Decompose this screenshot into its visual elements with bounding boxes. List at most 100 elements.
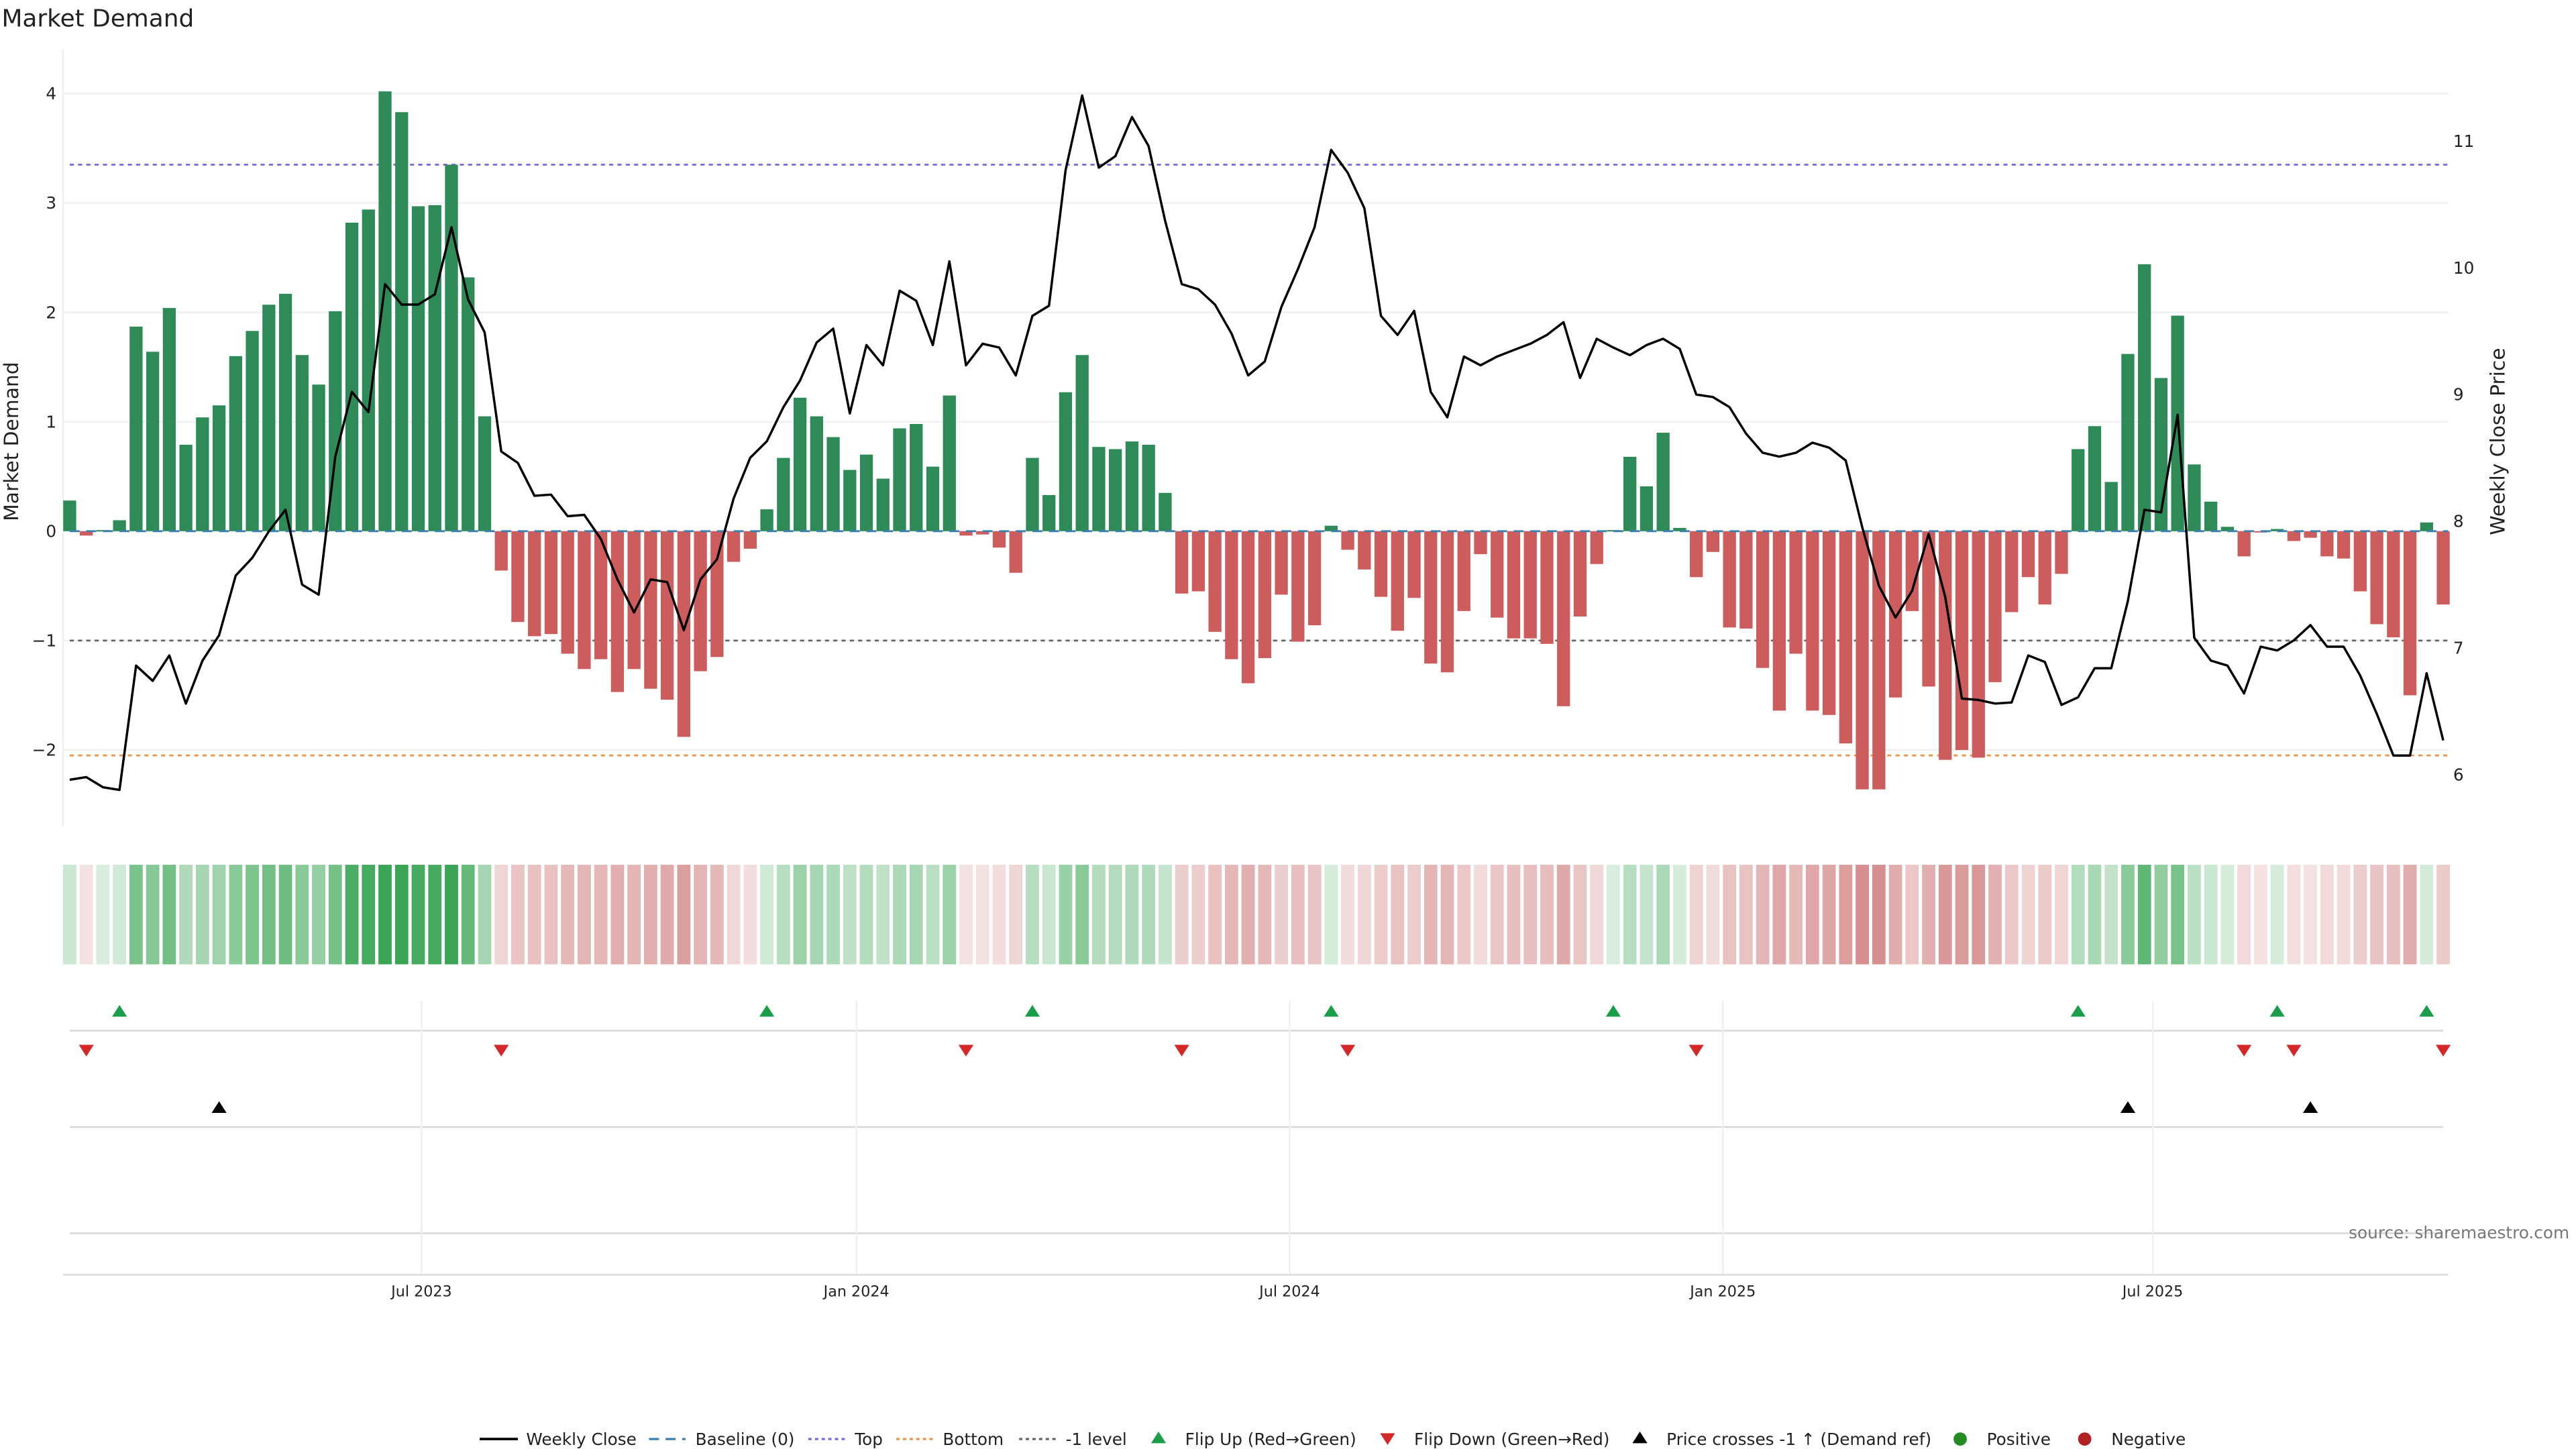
y-axis-label: Market Demand <box>0 362 23 521</box>
heat-cell <box>246 865 259 965</box>
demand-bar <box>1690 531 1703 578</box>
x-axis-ticks: Jul 2023 Jan 2024 Jul 2024 Jan 2025 Jul 2025 <box>390 1283 2183 1300</box>
demand-bar <box>1291 531 1305 642</box>
demand-bar <box>2353 531 2367 592</box>
heat-cell <box>2220 865 2235 965</box>
demand-bar <box>494 531 508 571</box>
demand-bar <box>1607 530 1620 532</box>
demand-bar <box>660 531 674 700</box>
heat-cell <box>1125 865 1139 965</box>
demand-bar <box>2104 482 2118 531</box>
demand-bar <box>1307 531 1322 626</box>
demand-bar <box>1009 531 1022 573</box>
y2-tick-label: 11 <box>2453 131 2474 151</box>
demand-bar <box>129 326 143 531</box>
weekly-close-line <box>69 94 2445 792</box>
heat-cell <box>2237 865 2251 965</box>
heat-cell <box>63 865 76 965</box>
demand-bar <box>1772 531 1786 711</box>
demand-bar <box>2220 527 2235 531</box>
demand-bar <box>859 454 873 531</box>
demand-bar <box>1407 531 1421 598</box>
heat-cell <box>2370 865 2383 965</box>
legend-label: Flip Up (Red→Green) <box>1185 1430 1356 1449</box>
y-axis-ticks: −2 −1 0 1 2 3 4 <box>32 84 56 760</box>
demand-bar <box>162 308 176 531</box>
demand-bar <box>312 384 325 531</box>
heat-cell <box>1523 865 1538 965</box>
heat-cell <box>1374 865 1388 965</box>
demand-bar <box>1922 531 1935 687</box>
demand-bar <box>246 331 259 531</box>
heat-cell <box>727 865 741 965</box>
heat-cell <box>926 865 940 965</box>
legend-label: Weekly Close <box>526 1430 637 1449</box>
demand-bar <box>63 500 76 531</box>
legend-label: Flip Down (Green→Red) <box>1414 1430 1609 1449</box>
demand-bar <box>1939 531 1952 760</box>
heat-cell <box>113 865 127 965</box>
demand-bar <box>1358 531 1371 570</box>
demand-bar <box>1440 531 1454 673</box>
heat-cell <box>909 865 923 965</box>
heat-cell <box>544 865 558 965</box>
heat-cell <box>2436 865 2450 965</box>
heat-cell <box>1673 865 1686 965</box>
heat-cell <box>79 865 93 965</box>
heat-cell <box>2320 865 2334 965</box>
heat-cell <box>1723 865 1737 965</box>
heat-cell <box>1324 865 1338 965</box>
demand-bar <box>1573 531 1587 617</box>
demand-bar <box>727 531 741 562</box>
heat-cell <box>1805 865 1819 965</box>
heat-cell <box>1573 865 1587 965</box>
demand-bar <box>777 458 790 531</box>
heat-cell <box>1391 865 1405 965</box>
demand-bar <box>80 531 93 536</box>
demand-bar <box>1125 441 1139 531</box>
demand-bar <box>1191 531 1205 592</box>
demand-bar <box>1806 531 1819 711</box>
heat-cell <box>1307 865 1322 965</box>
heat-cell <box>1059 865 1073 965</box>
demand-bar <box>1955 531 1969 751</box>
demand-bar <box>2072 449 2085 531</box>
demand-bar <box>345 222 359 531</box>
demand-bar <box>959 531 973 536</box>
demand-bar <box>1706 531 1720 552</box>
heat-cell <box>776 865 790 965</box>
heat-cell <box>1175 865 1189 965</box>
x-tick-label: Jan 2024 <box>822 1283 890 1300</box>
heat-cell <box>627 865 641 965</box>
heat-cell <box>1789 865 1803 965</box>
flip-down-marker <box>1340 1044 1356 1057</box>
heat-cell <box>594 865 608 965</box>
legend-swatch-triangle-up <box>1150 1432 1167 1444</box>
demand-bar <box>295 355 309 531</box>
demand-bar <box>1391 531 1404 631</box>
demand-bar <box>760 509 773 531</box>
demand-bar <box>1109 449 1122 531</box>
demand-bar <box>2088 426 2102 531</box>
y2-tick-label: 9 <box>2453 385 2464 405</box>
demand-bar <box>1822 531 1836 715</box>
heat-cell <box>527 865 541 965</box>
heat-cell <box>1258 865 1272 965</box>
heat-cell <box>1275 865 1288 965</box>
heat-cell <box>362 865 376 965</box>
demand-bar <box>1557 531 1570 706</box>
legend: Weekly Close Baseline (0) Top Bottom -1 leve… <box>480 1430 2186 1449</box>
heat-cell <box>1922 865 1935 965</box>
flip-up-marker <box>2269 1005 2285 1017</box>
heat-cell <box>195 865 209 965</box>
demand-bar <box>478 416 492 531</box>
heat-cell <box>975 865 989 965</box>
heat-cell <box>2088 865 2102 965</box>
heat-cell <box>312 865 325 965</box>
heat-cell <box>1856 865 1869 965</box>
heat-cell <box>1009 865 1023 965</box>
heat-cell <box>212 865 226 965</box>
heat-cell <box>1042 865 1056 965</box>
heat-cell <box>1772 865 1786 965</box>
